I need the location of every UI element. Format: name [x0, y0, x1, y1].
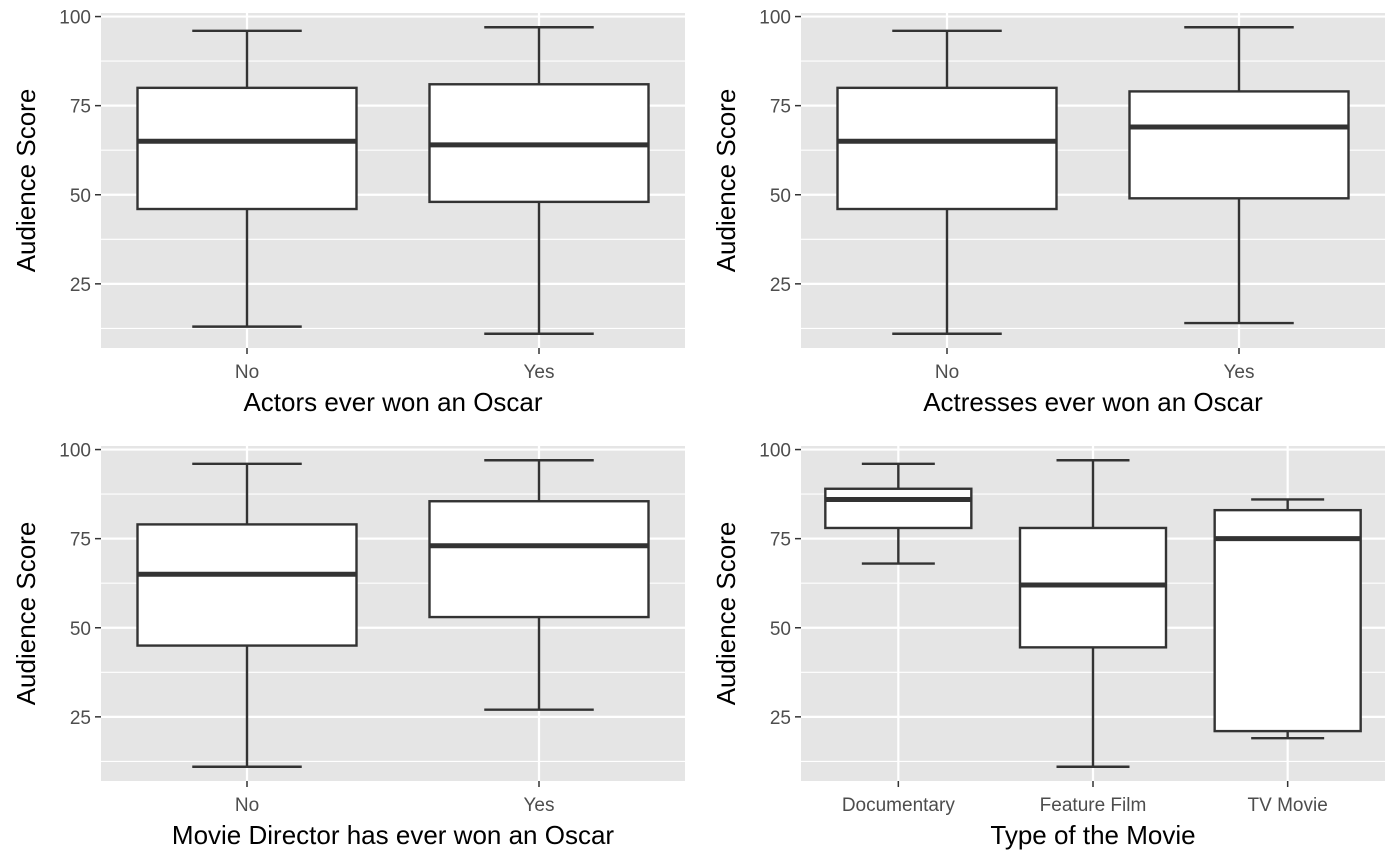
y-tick-label: 75 — [770, 530, 791, 551]
x-tick-label: Yes — [524, 362, 555, 383]
y-tick-label: 50 — [770, 186, 791, 207]
box-yes — [1128, 26, 1350, 325]
y-tick-label: 50 — [770, 619, 791, 640]
x-axis-title: Actors ever won an Oscar — [243, 387, 542, 417]
y-tick-label: 100 — [59, 441, 91, 462]
box-documentary — [824, 462, 973, 565]
y-tick-label: 75 — [70, 530, 91, 551]
panel-2: 25 50 75 100 No Yes Actresses ever won an Osca… — [711, 8, 1385, 417]
y-tick-label: 75 — [70, 97, 91, 118]
x-tick-label: TV Movie — [1248, 795, 1328, 816]
box-body — [824, 487, 973, 530]
y-axis-title: Audience Score — [11, 522, 41, 706]
panel-1: 25 50 75 100 No Yes Actors ever won an Oscar Au… — [11, 8, 685, 417]
box-no — [836, 29, 1058, 335]
y-tick-label: 100 — [759, 8, 791, 29]
x-tick-label: No — [235, 362, 259, 383]
y-axis-title: Audience Score — [11, 89, 41, 273]
y-tick-label: 25 — [70, 275, 91, 296]
box-body — [836, 86, 1058, 211]
x-axis-title: Actresses ever won an Oscar — [923, 387, 1263, 417]
y-tick-label: 25 — [770, 275, 791, 296]
y-axis-title: Audience Score — [711, 89, 741, 273]
x-tick-label: Yes — [524, 795, 555, 816]
box-yes — [428, 459, 650, 711]
y-tick-label: 75 — [770, 97, 791, 118]
y-tick-label: 50 — [70, 186, 91, 207]
panel-3: 25 50 75 100 No Yes Movie Director has ever wo… — [11, 441, 685, 850]
box-body — [136, 86, 358, 211]
box-body — [1018, 526, 1168, 649]
x-axis-title: Type of the Movie — [990, 820, 1195, 850]
y-axis-title: Audience Score — [711, 522, 741, 706]
x-tick-label: Feature Film — [1040, 795, 1147, 816]
box-body — [428, 500, 650, 619]
box-body — [136, 523, 358, 647]
y-tick-label: 50 — [70, 619, 91, 640]
box-no — [136, 462, 358, 768]
y-tick-label: 25 — [70, 708, 91, 729]
box-body — [1213, 508, 1362, 733]
y-tick-label: 100 — [59, 8, 91, 29]
box-no — [136, 29, 358, 328]
panel-4: 25 50 75 100 Documentary Feature Film TV Movie… — [711, 441, 1385, 850]
x-axis-title: Movie Director has ever won an Oscar — [172, 820, 615, 850]
y-tick-label: 25 — [770, 708, 791, 729]
x-tick-label: Yes — [1224, 362, 1255, 383]
x-tick-label: No — [935, 362, 959, 383]
box-yes — [428, 26, 650, 335]
y-tick-label: 100 — [759, 441, 791, 462]
box-body — [1128, 90, 1350, 200]
box-tv-movie — [1213, 498, 1362, 740]
x-tick-label: Documentary — [842, 795, 955, 816]
x-tick-label: No — [235, 795, 259, 816]
box-feature-film — [1018, 459, 1168, 768]
